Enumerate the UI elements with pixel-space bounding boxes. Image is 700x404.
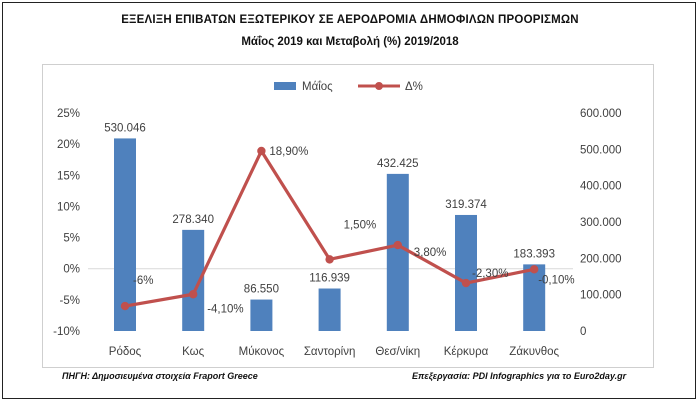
bar-value-label: 319.374 (445, 199, 487, 211)
bar-value-label: 116.939 (309, 273, 350, 285)
line-point (120, 301, 130, 311)
y-right-tick-label: 300.000 (580, 217, 622, 229)
x-tick-label: Θεσ/νίκη (375, 346, 420, 358)
y-left-tick-label: 20% (57, 139, 80, 151)
y-left-tick-label: -5% (60, 295, 80, 307)
bar (182, 229, 205, 331)
source-note: ΠΗΓΗ: Δημοσιευμένα στοιχεία Fraport Gree… (62, 371, 258, 381)
line-value-label: 18,90% (269, 146, 308, 158)
line-point (393, 240, 402, 250)
line-value-label: -2,30% (472, 268, 508, 280)
chart-title: ΕΞΕΛΙΞΗ ΕΠΙΒΑΤΩΝ ΕΞΩΤΕΡΙΚΟΥ ΣΕ ΑΕΡΟΔΡΟΜΙ… (121, 14, 579, 26)
line-value-label: -6% (133, 275, 153, 287)
bar-value-label: 530.046 (104, 122, 146, 134)
bar (523, 264, 546, 331)
y-right-tick-label: 0 (580, 326, 586, 338)
x-tick-label: Ζάκυνθος (509, 346, 559, 358)
bar (386, 173, 409, 331)
bar (114, 138, 136, 331)
x-tick-label: Μύκονος (239, 346, 285, 358)
y-right-tick-label: 500.000 (580, 144, 622, 156)
x-tick-label: Σαντορίνη (304, 346, 356, 358)
x-tick-label: Κως (182, 346, 205, 358)
bar-value-label: 278.340 (172, 214, 214, 226)
y-right-tick-label: 400.000 (580, 181, 622, 193)
line-value-label: -4,10% (207, 303, 243, 315)
credit-note: Επεξεργασία: PDI Infographics για το Eur… (412, 371, 627, 381)
legend-label-bar: Μάΐος (302, 81, 333, 93)
bar-value-label: 432.425 (377, 158, 419, 170)
line-value-label: 3,80% (414, 247, 447, 259)
chart-subtitle: Μάΐος 2019 και Μεταβολή (%) 2019/2018 (241, 36, 459, 48)
legend-line-marker (375, 82, 383, 90)
line-value-label: -0,10% (538, 274, 574, 286)
y-right-tick-label: 600.000 (580, 108, 622, 120)
line-point (530, 265, 539, 274)
y-left-tick-label: 25% (57, 108, 80, 120)
x-tick-label: Ρόδος (109, 346, 142, 358)
legend-label-line: Δ% (405, 81, 423, 93)
bar (455, 214, 477, 331)
y-right-tick-label: 200.000 (580, 253, 622, 265)
y-left-tick-label: 0% (63, 264, 80, 276)
y-left-tick-label: -10% (53, 326, 80, 338)
legend-bar-swatch (274, 82, 296, 90)
chart-plot-frame (42, 64, 654, 368)
line-point (257, 146, 266, 156)
line-point (189, 290, 198, 299)
line-point (325, 255, 334, 264)
bar (250, 299, 273, 331)
y-left-tick-label: 5% (63, 233, 80, 245)
line-value-label: 1,50% (344, 219, 377, 231)
y-right-tick-label: 100.000 (580, 290, 622, 302)
bar (318, 288, 341, 331)
chart-frame (2, 2, 696, 399)
bar-value-label: 183.393 (513, 248, 555, 260)
x-tick-label: Κέρκυρα (444, 346, 489, 358)
y-left-tick-label: 10% (57, 201, 80, 213)
line-point (461, 278, 471, 288)
bar-value-label: 86.550 (244, 284, 279, 296)
y-left-tick-label: 15% (57, 170, 80, 182)
